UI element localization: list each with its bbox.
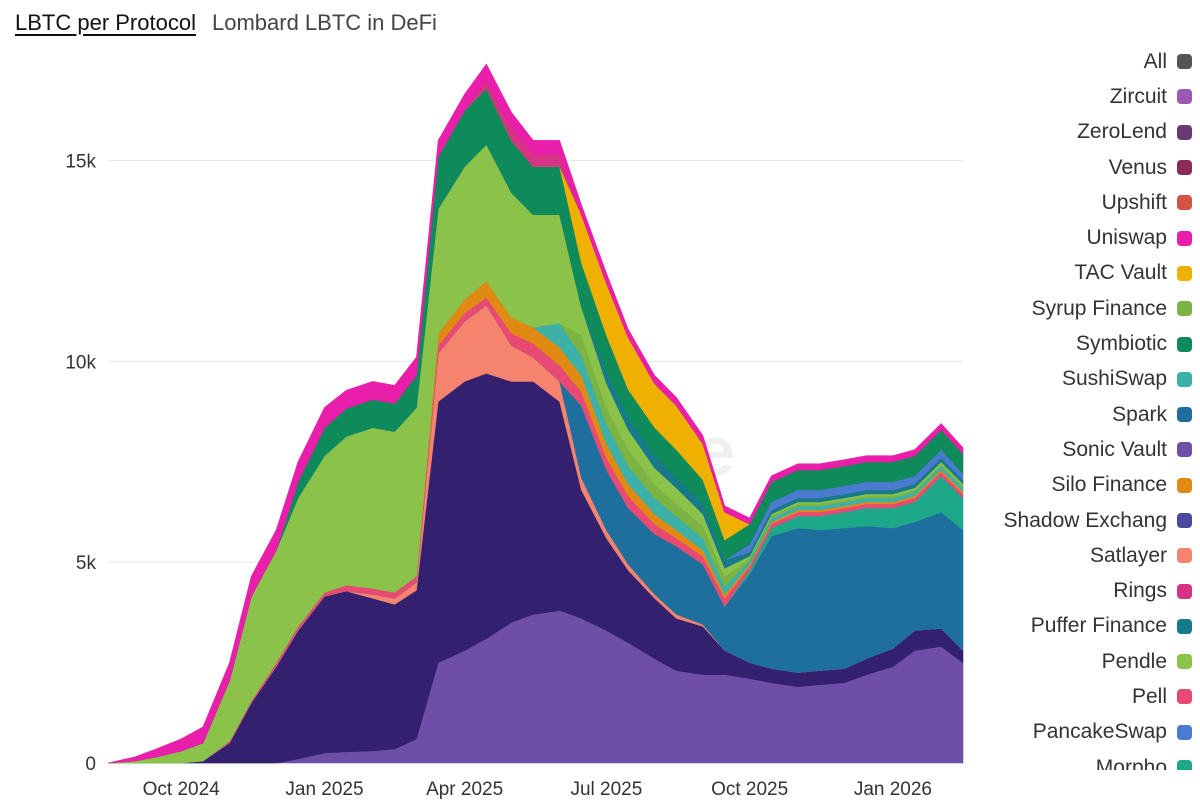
legend-item-satlayer[interactable]: Satlayer: [962, 538, 1192, 573]
legend-swatch: [1177, 371, 1192, 387]
legend-item-pendle[interactable]: Pendle: [962, 644, 1192, 679]
legend: All Zircuit ZeroLend Venus Upshift Uniswap TAC…: [962, 44, 1192, 770]
legend-swatch: [1177, 124, 1192, 140]
legend-label: Rings: [1113, 579, 1167, 603]
legend-item-puffer-finance[interactable]: Puffer Finance: [962, 609, 1192, 644]
legend-swatch: [1177, 724, 1192, 740]
legend-label: Venus: [1108, 155, 1167, 179]
legend-item-shadow-exchang[interactable]: Shadow Exchang: [962, 503, 1192, 538]
legend-label: SushiSwap: [1061, 367, 1167, 391]
legend-item-morpho[interactable]: Morpho: [962, 750, 1192, 770]
chart-subtitle: Lombard LBTC in DeFi: [211, 10, 437, 35]
legend-item-tac-vault[interactable]: TAC Vault: [962, 256, 1192, 291]
legend-swatch: [1177, 54, 1192, 70]
legend-swatch: [1177, 583, 1192, 599]
legend-label: Zircuit: [1109, 84, 1167, 108]
legend-label: Upshift: [1101, 190, 1167, 214]
legend-item-upshift[interactable]: Upshift: [962, 185, 1192, 220]
x-tick-label: Oct 2024: [143, 779, 221, 800]
legend-label: Sonic Vault: [1062, 437, 1167, 461]
legend-label: Pendle: [1101, 649, 1167, 673]
legend-label: Puffer Finance: [1030, 614, 1167, 638]
legend-label: TAC Vault: [1074, 261, 1167, 285]
legend-label: Syrup Finance: [1031, 296, 1167, 320]
area-layer: [107, 63, 964, 764]
chart-header: LBTC per Protocol Lombard LBTC in DeFi: [15, 10, 437, 40]
legend-item-spark[interactable]: Spark: [962, 397, 1192, 432]
legend-label: Spark: [1112, 402, 1167, 426]
x-tick-label: Apr 2025: [426, 779, 503, 800]
x-tick-label: Jul 2025: [570, 779, 642, 800]
x-tick-label: Jan 2025: [285, 779, 363, 800]
legend-item-sushiswap[interactable]: SushiSwap: [962, 362, 1192, 397]
legend-item-uniswap[interactable]: Uniswap: [962, 220, 1192, 255]
y-tick-label: 15k: [65, 152, 96, 173]
legend-item-pell[interactable]: Pell: [962, 679, 1192, 714]
legend-item-sonic-vault[interactable]: Sonic Vault: [962, 432, 1192, 467]
legend-item-venus[interactable]: Venus: [962, 150, 1192, 185]
legend-label: ZeroLend: [1077, 120, 1167, 144]
legend-swatch: [1177, 301, 1192, 317]
legend-swatch: [1177, 548, 1192, 564]
x-tick-label: Jan 2026: [854, 779, 932, 800]
legend-label: Silo Finance: [1051, 473, 1167, 497]
legend-item-rings[interactable]: Rings: [962, 573, 1192, 608]
legend-label: PancakeSwap: [1032, 720, 1167, 744]
y-tick-label: 0: [85, 754, 96, 775]
x-tick-label: Oct 2025: [711, 779, 788, 800]
legend-item-zircuit[interactable]: Zircuit: [962, 79, 1192, 114]
legend-label: Satlayer: [1089, 543, 1167, 567]
legend-swatch: [1177, 618, 1192, 634]
y-tick-label: 10k: [65, 352, 96, 373]
legend-label: Uniswap: [1086, 226, 1167, 250]
legend-label: Pell: [1131, 684, 1167, 708]
legend-swatch: [1177, 265, 1192, 281]
legend-swatch: [1177, 689, 1192, 705]
legend-swatch: [1177, 230, 1192, 246]
legend-swatch: [1177, 513, 1192, 528]
legend-label: All: [1143, 49, 1167, 73]
legend-swatch: [1177, 160, 1192, 176]
chart-title-link[interactable]: LBTC per Protocol: [15, 10, 196, 35]
legend-item-symbiotic[interactable]: Symbiotic: [962, 326, 1192, 361]
legend-item-silo-finance[interactable]: Silo Finance: [962, 468, 1192, 503]
legend-swatch: [1177, 336, 1192, 352]
legend-swatch: [1177, 442, 1192, 458]
area-uniswap[interactable]: [107, 63, 964, 764]
legend-label: Morpho: [1095, 755, 1167, 770]
legend-swatch: [1177, 477, 1192, 493]
axis-layer: 0 5k 10k 15k Oct 2024 Jan 2025 Apr 2025 Jul 202…: [65, 152, 932, 801]
legend-swatch: [1177, 89, 1192, 105]
legend-swatch: [1177, 760, 1192, 770]
legend-swatch: [1177, 654, 1192, 670]
legend-swatch: [1177, 407, 1192, 423]
legend-label: Symbiotic: [1075, 332, 1167, 356]
legend-item-syrup-finance[interactable]: Syrup Finance: [962, 291, 1192, 326]
legend-item-zerolend[interactable]: ZeroLend: [962, 115, 1192, 150]
legend-item-all[interactable]: All: [962, 44, 1192, 79]
legend-label: Shadow Exchang: [1003, 508, 1167, 532]
y-tick-label: 5k: [76, 553, 97, 574]
legend-swatch: [1177, 195, 1192, 211]
legend-item-pancakeswap[interactable]: PancakeSwap: [962, 715, 1192, 750]
